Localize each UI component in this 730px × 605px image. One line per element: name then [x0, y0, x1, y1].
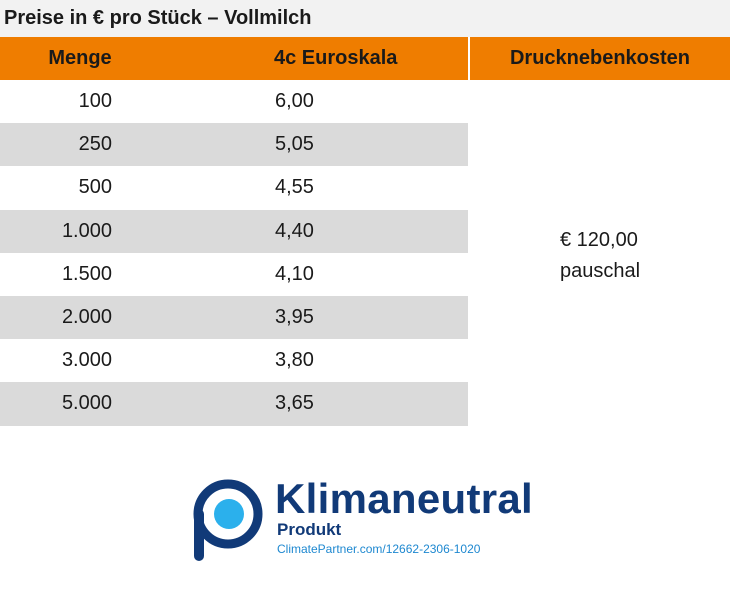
- quantity-cell: 3.000: [61, 349, 112, 372]
- table-row: 500 4,55: [0, 166, 468, 209]
- table-row: 1.000 4,40: [0, 209, 468, 253]
- header-divider: [468, 37, 470, 80]
- table-caption: Preise in € pro Stück – Vollmilch: [0, 0, 730, 37]
- price-cell: 6,00: [275, 90, 314, 112]
- header-quantity: Menge: [0, 37, 160, 80]
- table-row: 1.500 4,10: [0, 253, 468, 296]
- price-cell: 4,55: [275, 176, 314, 199]
- climate-partner-logo-icon: [193, 479, 263, 561]
- badge-subtitle: Produkt: [277, 520, 342, 539]
- quantity-cell: 1.000: [61, 219, 112, 242]
- price-cell: 4,40: [275, 219, 314, 242]
- price-cell: 3,80: [275, 349, 314, 372]
- header-4c-euroscale: 4c Euroskala: [160, 37, 468, 80]
- climate-neutral-badge: Klimaneutral Produkt ClimatePartner.com/…: [191, 473, 581, 563]
- table-row: 100 6,00: [0, 80, 468, 123]
- table-row: 5.000 3,65: [0, 382, 468, 426]
- quantity-cell: 500: [78, 176, 112, 199]
- header-extra-costs: Drucknebenkosten: [470, 37, 730, 80]
- extra-costs-note: pauschal: [560, 260, 641, 282]
- quantity-cell: 1.500: [61, 262, 112, 285]
- price-cell: 3,65: [275, 392, 314, 415]
- quantity-cell: 5.000: [61, 392, 112, 415]
- table-row: 250 5,05: [0, 123, 468, 167]
- table-row: 2.000 3,95: [0, 295, 468, 340]
- table-row: 3.000 3,80: [0, 339, 468, 382]
- extra-costs-cell: € 120,00 pauschal: [560, 225, 640, 287]
- extra-costs-amount: € 120,00: [560, 229, 638, 251]
- price-cell: 4,10: [275, 262, 314, 285]
- price-cell: 5,05: [275, 133, 314, 156]
- price-cell: 3,95: [275, 305, 314, 328]
- quantity-cell: 100: [78, 90, 112, 112]
- badge-url: ClimatePartner.com/12662-2306-1020: [277, 542, 481, 556]
- price-table-body: 100 6,00 250 5,05 500 4,55 1.000 4,40 1.…: [0, 80, 468, 426]
- badge-title: Klimaneutral: [275, 475, 533, 522]
- quantity-cell: 250: [78, 133, 112, 156]
- quantity-cell: 2.000: [61, 305, 112, 328]
